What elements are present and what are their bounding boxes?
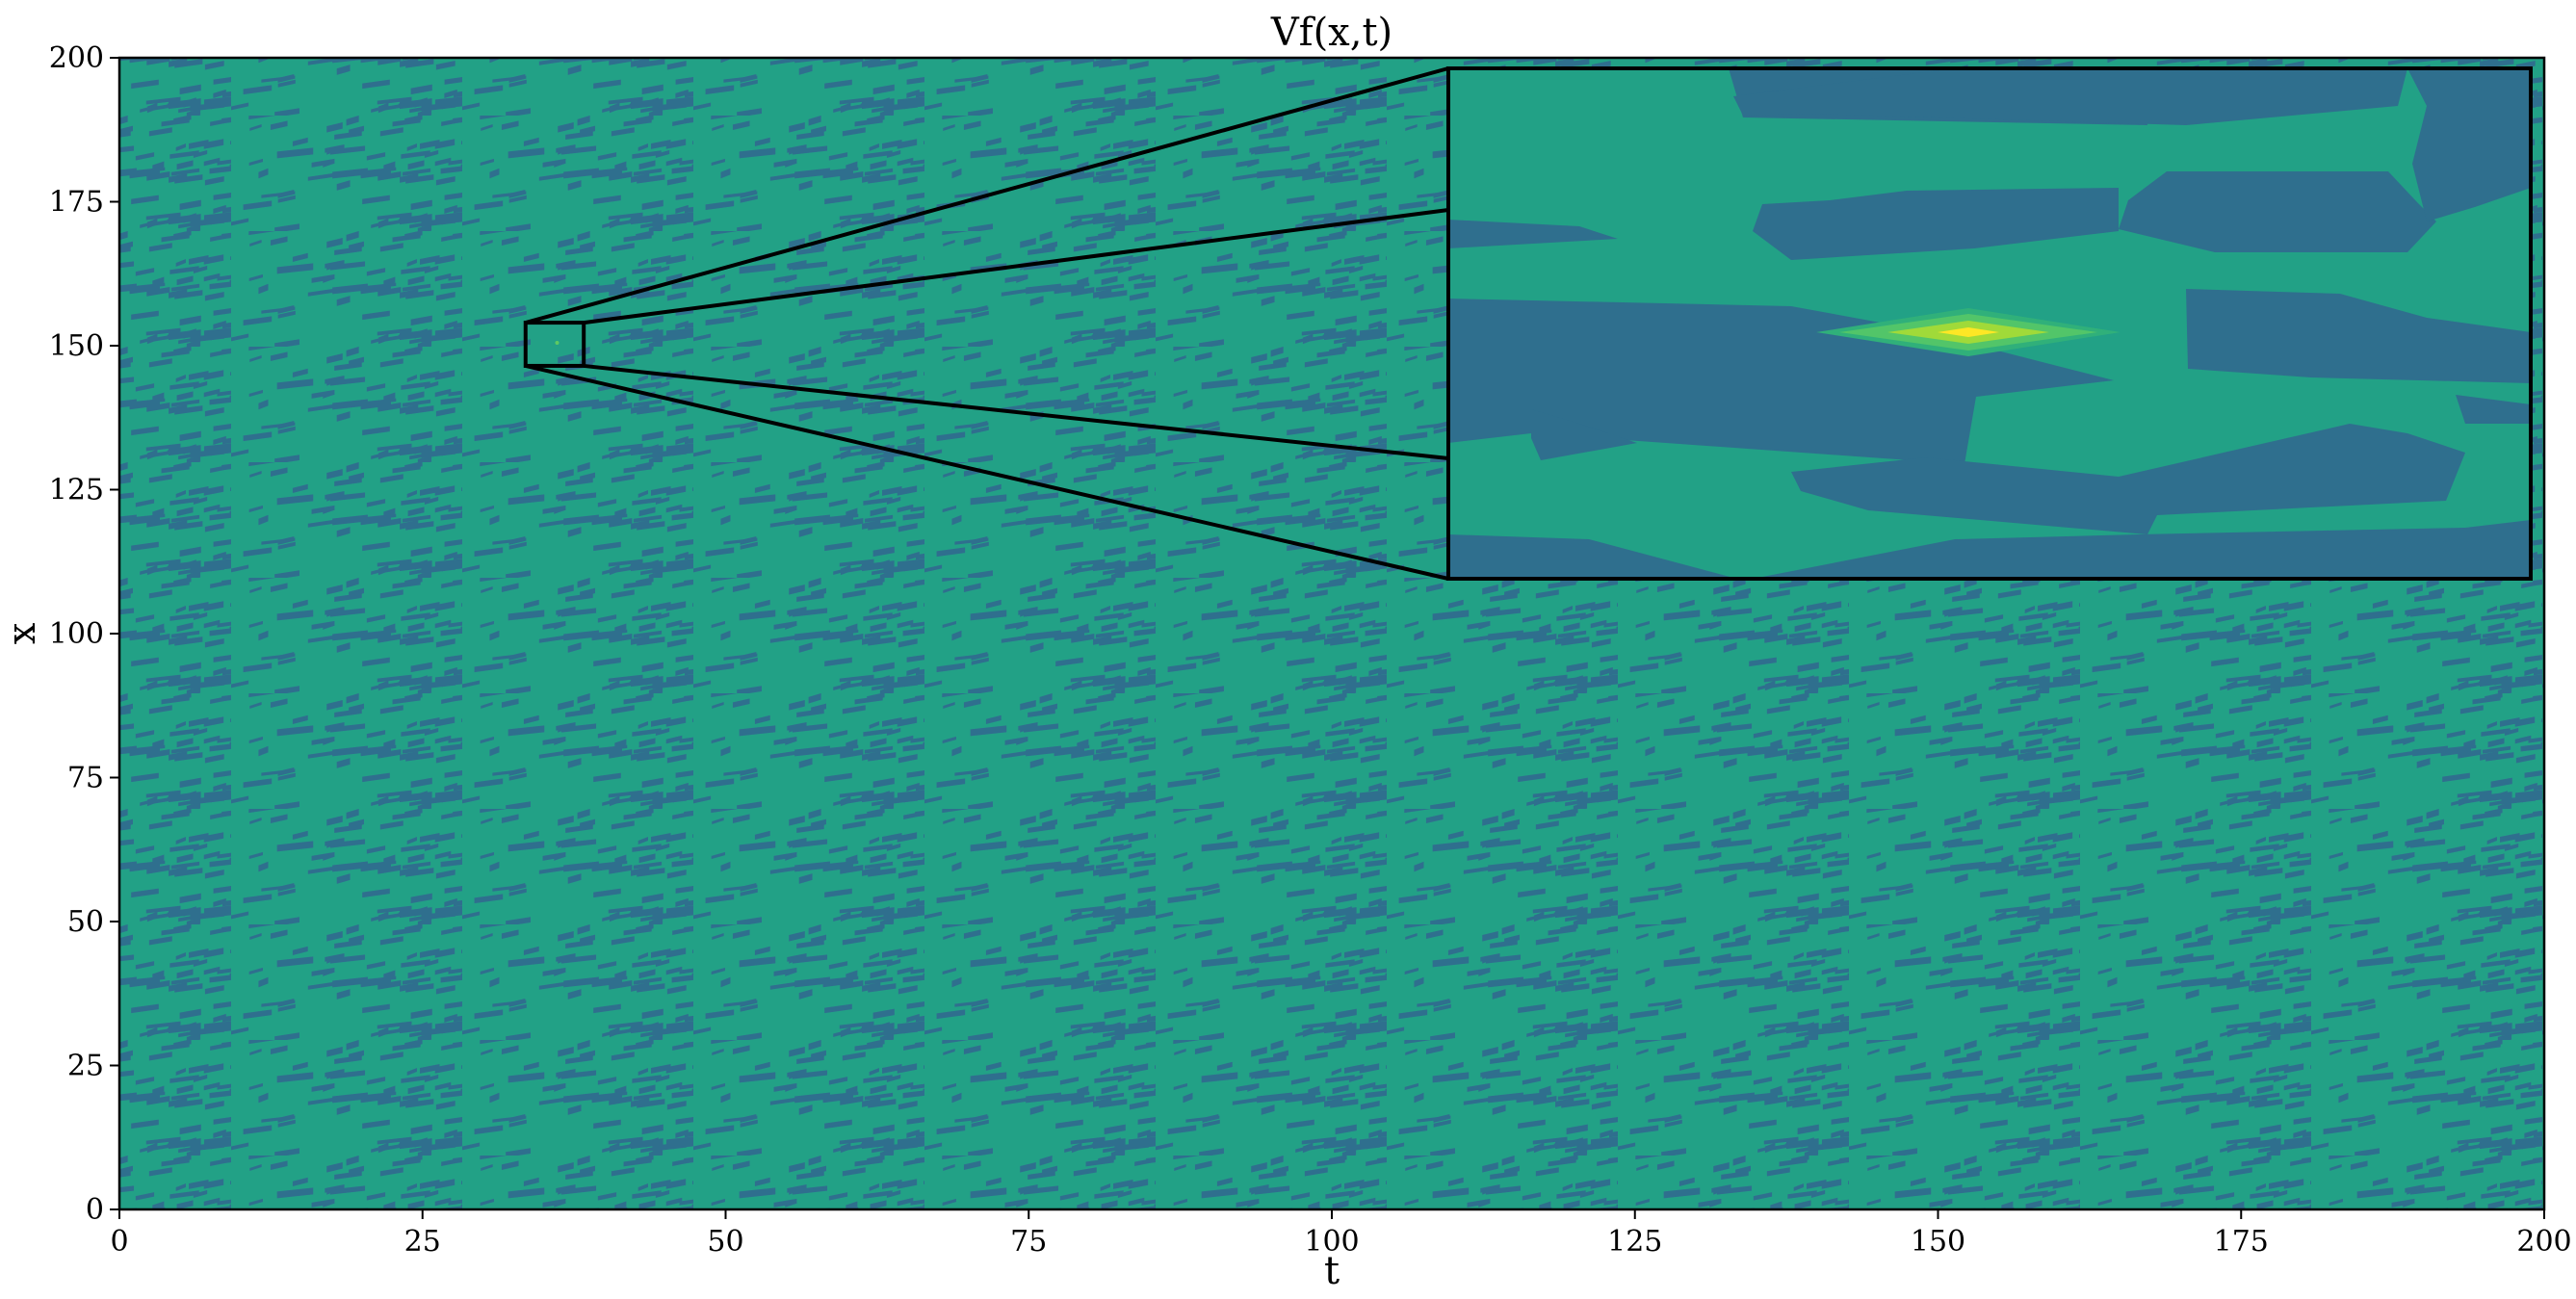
y-tick-label: 0 [86, 1193, 104, 1227]
y-tick-label: 25 [67, 1050, 104, 1083]
inset-band [2407, 68, 2531, 221]
inset-band [1448, 220, 1618, 248]
chart-title: Vf(x,t) [1270, 11, 1392, 55]
y-axis-label: x [0, 622, 44, 644]
inset-source-box [523, 321, 586, 368]
inset-band [1753, 520, 2531, 579]
inset-connector [583, 208, 1449, 325]
x-axis: 0 25 50 75 100 125 150 175 200 [110, 1209, 2572, 1259]
inset-zoom [1446, 66, 2533, 581]
inset-band [1531, 409, 1637, 460]
y-tick-label: 200 [49, 41, 104, 75]
y-tick-label: 50 [67, 905, 104, 939]
inset-peak-core [1938, 327, 1999, 337]
inset-band [2119, 171, 2436, 252]
x-tick-label: 25 [404, 1225, 441, 1259]
x-tick-label: 50 [707, 1225, 743, 1259]
y-tick-label: 175 [49, 186, 104, 220]
y-tick-label: 125 [49, 474, 104, 507]
y-tick-label: 150 [49, 329, 104, 363]
x-tick-label: 0 [110, 1225, 128, 1259]
inset-band [1448, 534, 1733, 579]
inset-band [2186, 289, 2531, 383]
x-tick-label: 175 [2214, 1225, 2269, 1259]
inset-band [2456, 395, 2531, 424]
y-tick-label: 75 [67, 762, 104, 795]
x-tick-label: 200 [2516, 1225, 2571, 1259]
inset-connector [583, 363, 1449, 460]
x-tick-label: 125 [1607, 1225, 1662, 1259]
y-tick-label: 100 [49, 617, 104, 651]
inset-connector-lines [525, 66, 1449, 581]
x-tick-label: 150 [1911, 1225, 1965, 1259]
x-tick-label: 100 [1304, 1225, 1359, 1259]
inset-band [1733, 68, 2407, 125]
x-tick-label: 75 [1010, 1225, 1047, 1259]
inset-frame [1446, 66, 2533, 581]
inset-connector [525, 66, 1449, 325]
x-axis-label: t [1324, 1249, 1340, 1293]
inset-band [1753, 188, 2119, 260]
inset-connector [525, 363, 1449, 581]
inset-band [1791, 424, 2465, 534]
y-axis: 0 25 50 75 100 125 150 175 200 [49, 41, 119, 1227]
inset-source-peak [555, 341, 559, 346]
